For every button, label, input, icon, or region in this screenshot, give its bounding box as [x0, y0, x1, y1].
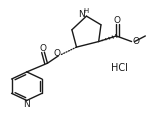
Text: H: H [83, 8, 88, 14]
Text: HCl: HCl [111, 63, 128, 73]
Text: N: N [23, 100, 30, 109]
Text: O: O [53, 49, 60, 58]
Text: O: O [114, 16, 121, 25]
Text: O: O [40, 44, 47, 53]
Text: N: N [78, 10, 85, 19]
Text: O: O [132, 37, 139, 46]
